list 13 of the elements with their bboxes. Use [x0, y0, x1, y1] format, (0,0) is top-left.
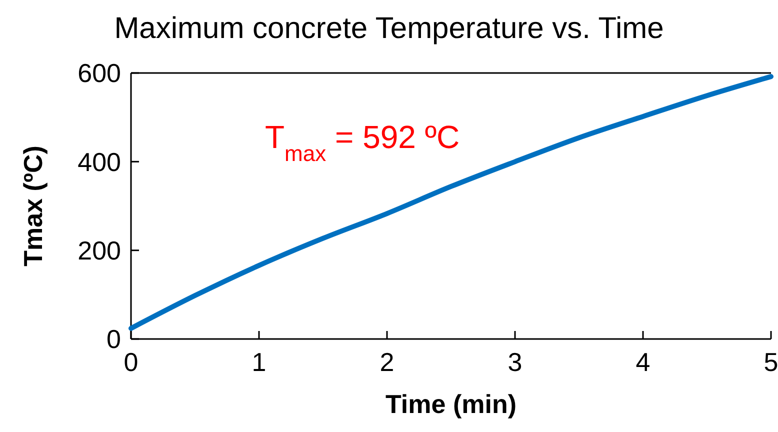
- x-axis-title: Time (min): [386, 389, 516, 419]
- y-tick-label: 0: [106, 324, 121, 354]
- x-tick-label: 1: [252, 347, 266, 377]
- y-tick-label: 600: [78, 58, 121, 88]
- x-tick-label: 5: [764, 347, 778, 377]
- x-tick-label: 4: [636, 347, 650, 377]
- y-tick-label: 200: [78, 235, 121, 266]
- y-axis-title: Tmax (ºC): [18, 146, 48, 266]
- y-tick-label: 400: [78, 146, 121, 177]
- x-tick-label: 3: [508, 347, 522, 377]
- chart-title: Maximum concrete Temperature vs. Time: [114, 12, 664, 45]
- annotation: T$_{max}$ = 592 ºC: [265, 119, 460, 166]
- x-tick-label: 2: [380, 347, 394, 377]
